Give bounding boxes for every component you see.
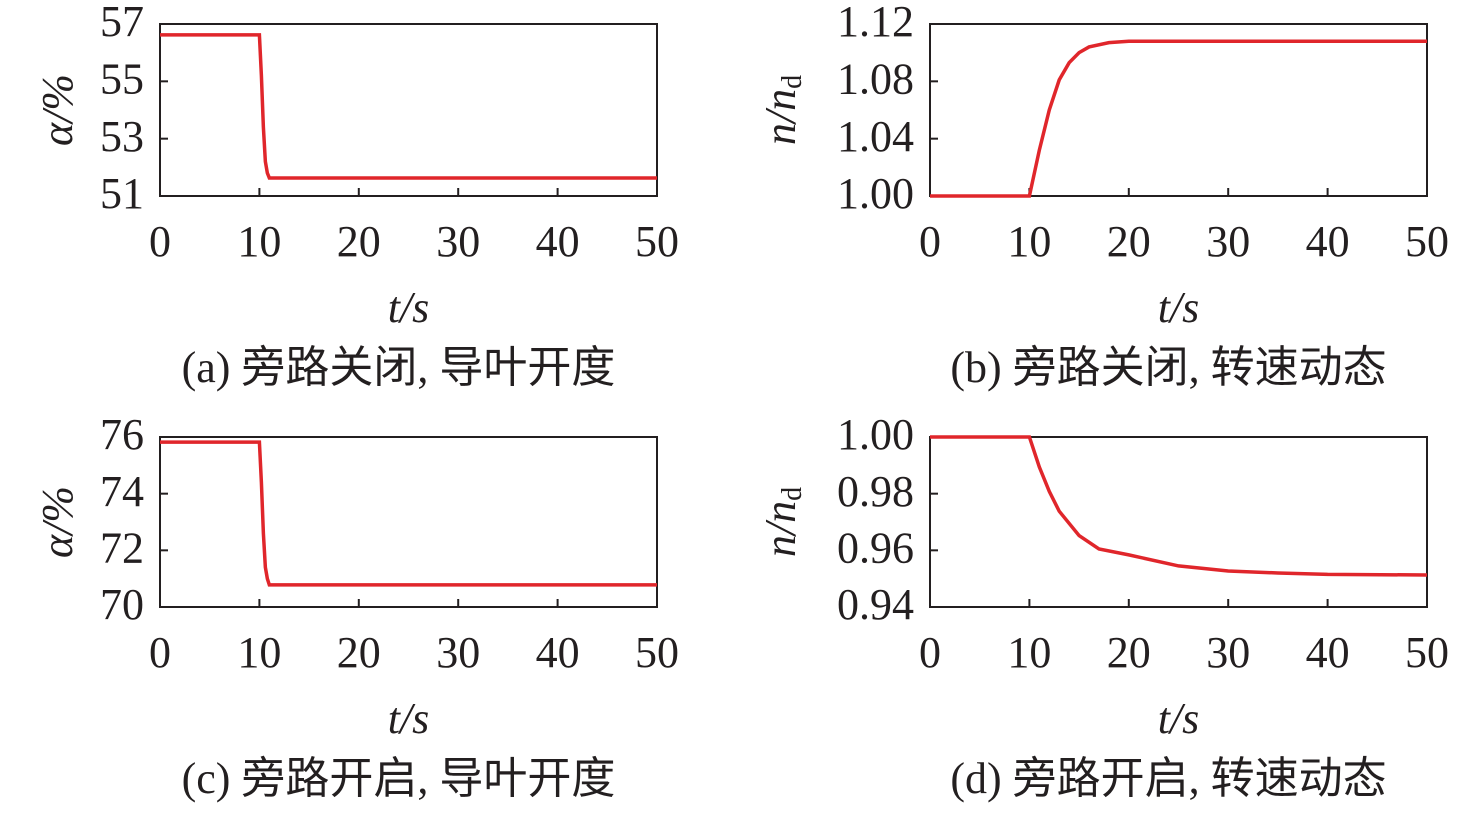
x-tick-label: 0 bbox=[149, 217, 171, 266]
data-line bbox=[930, 435, 1428, 577]
y-axis-label: α/% bbox=[33, 74, 82, 146]
caption: (c) 旁路开启, 导叶开度 bbox=[182, 754, 616, 803]
y-axis-label-subscript: d bbox=[777, 487, 808, 501]
data-line bbox=[160, 33, 657, 180]
y-tick-label: 1.04 bbox=[837, 112, 914, 161]
y-tick-label: 0.94 bbox=[837, 580, 914, 629]
y-axis-label-subscript: d bbox=[777, 75, 808, 89]
plot-frame bbox=[929, 436, 1428, 608]
x-tick-label: 10 bbox=[237, 628, 281, 677]
x-tick-label: 10 bbox=[237, 217, 281, 266]
x-tick-label: 50 bbox=[635, 217, 679, 266]
x-tick-label: 30 bbox=[436, 628, 480, 677]
y-tick-label: 1.12 bbox=[837, 0, 914, 46]
data-line bbox=[930, 39, 1427, 198]
y-tick-label: 51 bbox=[100, 169, 144, 218]
x-tick-label: 30 bbox=[1206, 628, 1250, 677]
x-tick-label: 20 bbox=[1107, 217, 1151, 266]
plot-frame bbox=[929, 23, 1428, 197]
x-tick-label: 20 bbox=[1107, 628, 1151, 677]
y-tick-label: 57 bbox=[100, 0, 144, 46]
x-tick-label: 50 bbox=[1405, 628, 1449, 677]
y-axis-label: α/% bbox=[33, 486, 82, 558]
caption: (a) 旁路关闭, 导叶开度 bbox=[182, 343, 616, 392]
y-tick-label: 53 bbox=[100, 112, 144, 161]
x-tick-label: 30 bbox=[1206, 217, 1250, 266]
x-tick-label: 50 bbox=[1405, 217, 1449, 266]
y-tick-label: 55 bbox=[100, 54, 144, 103]
x-tick-label: 30 bbox=[436, 217, 480, 266]
x-tick-label: 40 bbox=[1306, 217, 1350, 266]
y-tick-label: 74 bbox=[100, 467, 144, 516]
x-axis-label: t/s bbox=[388, 283, 430, 332]
x-tick-label: 40 bbox=[536, 628, 580, 677]
x-tick-label: 0 bbox=[919, 628, 941, 677]
x-tick-label: 20 bbox=[337, 628, 381, 677]
x-tick-label: 0 bbox=[919, 217, 941, 266]
y-tick-label: 0.98 bbox=[837, 467, 914, 516]
x-tick-label: 10 bbox=[1007, 628, 1051, 677]
x-tick-label: 20 bbox=[337, 217, 381, 266]
y-tick-label: 1.08 bbox=[837, 54, 914, 103]
x-tick-label: 40 bbox=[536, 217, 580, 266]
x-axis-label: t/s bbox=[1158, 694, 1200, 743]
caption: (d) 旁路开启, 转速动态 bbox=[950, 754, 1386, 803]
plot-frame bbox=[159, 436, 658, 608]
y-tick-label: 1.00 bbox=[837, 410, 914, 459]
x-axis-label: t/s bbox=[1158, 283, 1200, 332]
x-tick-label: 0 bbox=[149, 628, 171, 677]
caption: (b) 旁路关闭, 转速动态 bbox=[950, 343, 1386, 392]
y-tick-label: 70 bbox=[100, 580, 144, 629]
y-tick-label: 76 bbox=[100, 410, 144, 459]
x-axis-label: t/s bbox=[388, 694, 430, 743]
y-tick-label: 0.96 bbox=[837, 523, 914, 572]
x-tick-label: 10 bbox=[1007, 217, 1051, 266]
x-tick-label: 50 bbox=[635, 628, 679, 677]
data-line bbox=[160, 440, 657, 587]
x-tick-label: 40 bbox=[1306, 628, 1350, 677]
plot-frame bbox=[159, 23, 658, 197]
y-axis-label: n/nd bbox=[756, 75, 808, 145]
y-axis-label: n/nd bbox=[756, 487, 808, 557]
y-tick-label: 1.00 bbox=[837, 169, 914, 218]
y-tick-label: 72 bbox=[100, 523, 144, 572]
